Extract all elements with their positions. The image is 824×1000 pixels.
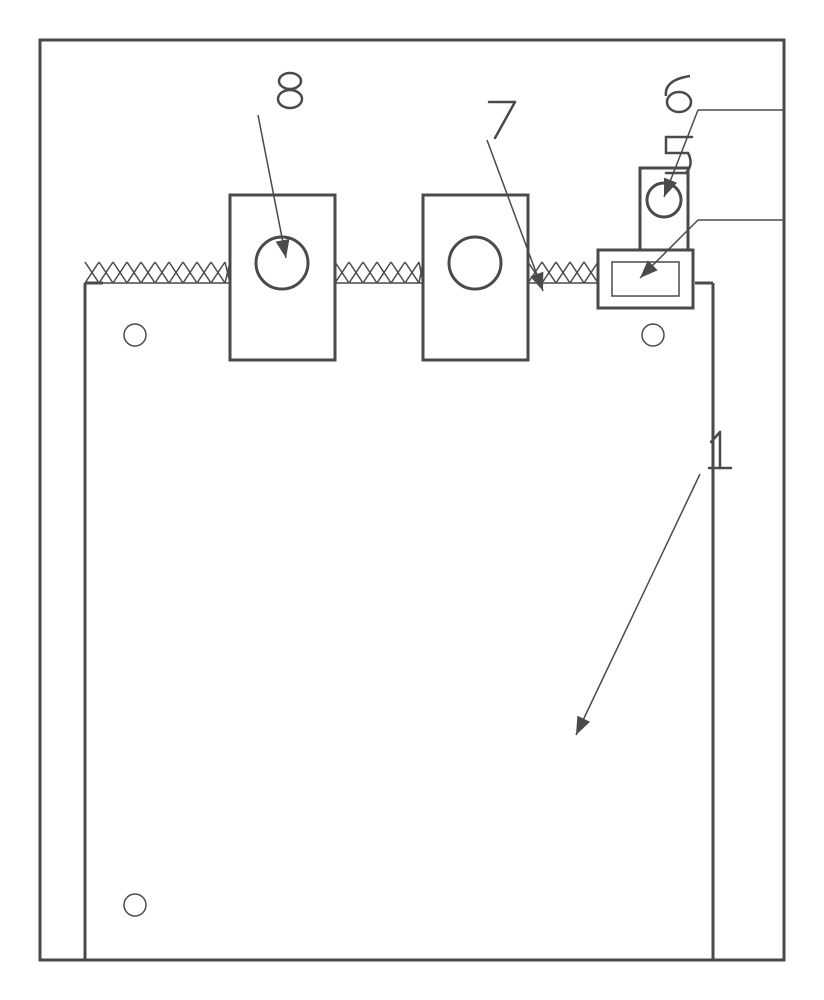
main-plate [85, 283, 713, 960]
right-assembly [598, 168, 693, 308]
label-digit [278, 73, 302, 108]
label-digit [489, 102, 515, 138]
block-left [230, 195, 335, 360]
block-middle [423, 195, 528, 360]
label-digit [666, 76, 691, 112]
corner-holes [124, 324, 664, 916]
label-1 [576, 432, 731, 735]
callout-labels [258, 73, 784, 735]
